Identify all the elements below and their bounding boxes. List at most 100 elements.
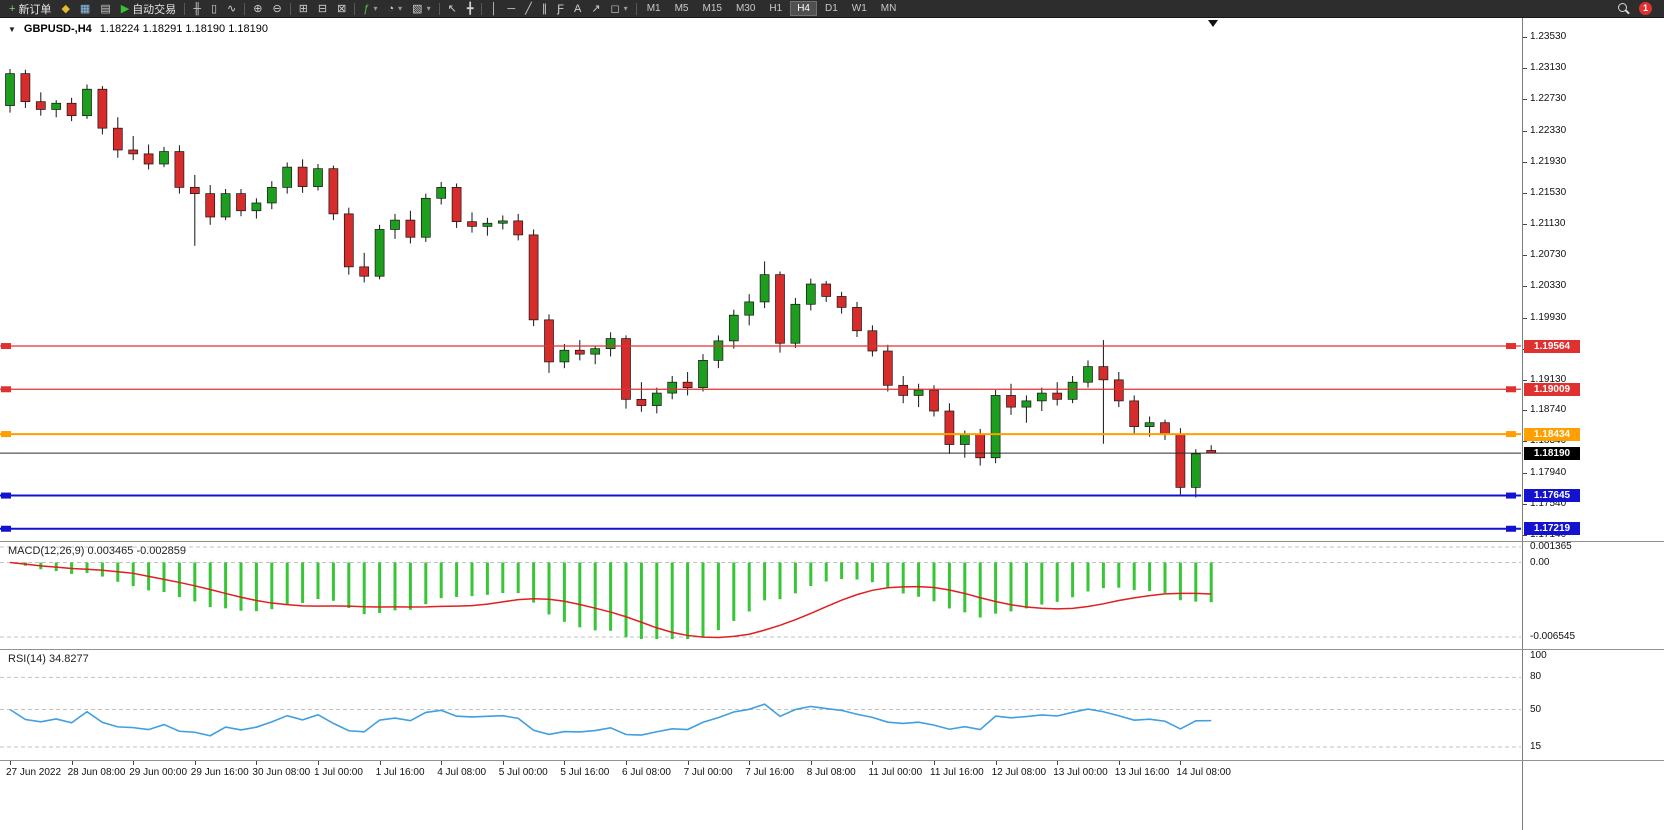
price-tick-mark [1523, 534, 1527, 536]
candle-body [574, 349, 585, 355]
chart-window-button[interactable]: ▦ [75, 1, 95, 17]
horizontal-line-button[interactable]: ─ [502, 1, 520, 17]
candle-body [590, 348, 601, 355]
candle-body [420, 197, 431, 238]
timeframe-m30-button[interactable]: M30 [735, 3, 756, 14]
price-axis[interactable]: 1.23530 1.23130 1.22730 1.22330 1.21930 1.215… [1522, 18, 1664, 830]
crosshair-button[interactable]: ╋ [462, 1, 479, 17]
candle-body [482, 222, 493, 227]
candle-body [1052, 392, 1063, 400]
autotrade-button[interactable]: ▶ 自动交易 [116, 1, 181, 17]
macd-axis-label: -0.006545 [1530, 630, 1576, 642]
price-tick-mark [1523, 37, 1527, 38]
price-tag-1.18434: 1.18434 [1524, 427, 1580, 441]
time-tick-mark [1118, 761, 1120, 765]
search-icon[interactable] [1615, 1, 1631, 17]
arrange-windows-button[interactable]: ⊠ [332, 1, 351, 17]
time-tick-mark [626, 761, 627, 765]
candle-body [436, 187, 447, 199]
timeframe-h4-button[interactable]: H4 [790, 1, 817, 16]
bar-chart-icon: ╫ [193, 2, 201, 15]
candle-body [143, 153, 154, 165]
vertical-line-button[interactable]: │ [485, 1, 502, 17]
cursor-button[interactable]: ↖ [443, 1, 462, 17]
time-label: 7 Jul 16:00 [745, 767, 795, 778]
channel-button[interactable]: ∥ [537, 1, 553, 17]
candle-body [328, 168, 339, 215]
time-tick-mark [564, 761, 566, 765]
price-tick-label: 1.17540 [1530, 497, 1567, 509]
panel-separator-macd[interactable] [0, 541, 1664, 542]
time-tick-mark [502, 761, 504, 765]
timeframe-m1-button[interactable]: M1 [646, 3, 661, 14]
candle-body [759, 274, 770, 303]
price-tag-1.19564: 1.19564 [1524, 339, 1580, 353]
rsi-canvas[interactable] [0, 650, 1522, 760]
main-chart-canvas[interactable] [0, 18, 1522, 541]
candle-body [467, 221, 477, 227]
timeframe-m15-button[interactable]: M15 [702, 3, 722, 14]
candle-body [297, 166, 308, 187]
zoom-out-button[interactable]: ⊖ [267, 1, 286, 17]
trendline-button[interactable]: ╱ [520, 1, 537, 17]
candlestick-chart-button[interactable]: ▯ [206, 1, 222, 17]
indicators-button[interactable]: ƒ ▾ [358, 1, 382, 17]
periods-icon: ◔ [387, 2, 395, 15]
bar-chart-button[interactable]: ╫ [188, 1, 206, 17]
candle-body [682, 381, 693, 388]
price-tick-label: 1.21930 [1530, 155, 1567, 167]
zoom-in-button[interactable]: ⊕ [248, 1, 267, 17]
one-click-trading-arrow-icon[interactable]: ▼ [8, 24, 16, 34]
timeframe-h1-button[interactable]: H1 [769, 3, 783, 14]
periods-button[interactable]: ◔ ▾ [383, 1, 408, 17]
time-axis[interactable]: 27 Jun 2022 28 Jun 08:00 29 Jun 00:00 29 Ju… [0, 760, 1664, 830]
tile-windows-button[interactable]: ⊞ [294, 1, 313, 17]
price-tick-mark [1523, 503, 1527, 505]
line-chart-button[interactable]: ∿ [222, 1, 241, 17]
chart-window-icon: ▦ [79, 2, 91, 15]
time-tick-mark [687, 761, 689, 765]
fibonacci-button[interactable]: Ƒ [552, 1, 569, 17]
new-order-button[interactable]: + 新订单 [4, 1, 56, 17]
time-tick-mark [934, 761, 935, 765]
candle-body [236, 193, 246, 212]
profiles-button[interactable]: ▤ [95, 1, 115, 17]
candle-body [959, 434, 970, 445]
periods-caret-icon: ▾ [398, 4, 403, 13]
candle-body [1021, 400, 1032, 408]
candle-body [805, 283, 816, 305]
arrow-tool-button[interactable]: ↗ [586, 1, 605, 17]
candle-body [544, 319, 554, 363]
timeframe-w1-button[interactable]: W1 [851, 3, 867, 14]
candle-body [821, 283, 832, 297]
notification-badge[interactable]: 1 [1639, 2, 1652, 15]
price-tick-label: 1.20730 [1530, 249, 1567, 261]
promo-button[interactable]: ◆ [56, 1, 74, 17]
macd-indicator-name: MACD(12,26,9) [8, 545, 85, 557]
cascade-windows-button[interactable]: ⊟ [313, 1, 332, 17]
hline-left-marker [1, 431, 11, 438]
vertical-line-icon: │ [490, 2, 498, 15]
cascade-windows-icon: ⊟ [317, 2, 328, 15]
templates-button[interactable]: ▧ ▾ [407, 1, 435, 17]
text-label-button[interactable]: A [569, 1, 586, 17]
candle-body [1144, 422, 1155, 427]
time-label: 27 Jun 2022 [6, 767, 62, 778]
timeframe-m5-button[interactable]: M5 [674, 3, 689, 14]
price-tick-mark [1523, 192, 1527, 194]
macd-canvas[interactable] [0, 542, 1522, 649]
candle-body [713, 340, 724, 361]
candle-body [836, 296, 847, 308]
timeframe-d1-button[interactable]: D1 [825, 3, 838, 14]
templates-caret-icon: ▾ [426, 4, 431, 13]
hline-right-marker [1506, 386, 1516, 393]
timeframe-mn-button[interactable]: MN [880, 3, 897, 14]
symbol-period-label: GBPUSD-,H4 [23, 23, 92, 35]
panel-separator-rsi[interactable] [0, 649, 1664, 650]
price-tick-label: 1.23530 [1530, 31, 1567, 42]
shapes-button[interactable]: ◻ ▾ [606, 1, 633, 17]
candle-body [20, 73, 31, 103]
rsi-label: RSI(14) 34.8277 [8, 653, 89, 665]
autotrade-icon: ▶ [120, 2, 130, 15]
